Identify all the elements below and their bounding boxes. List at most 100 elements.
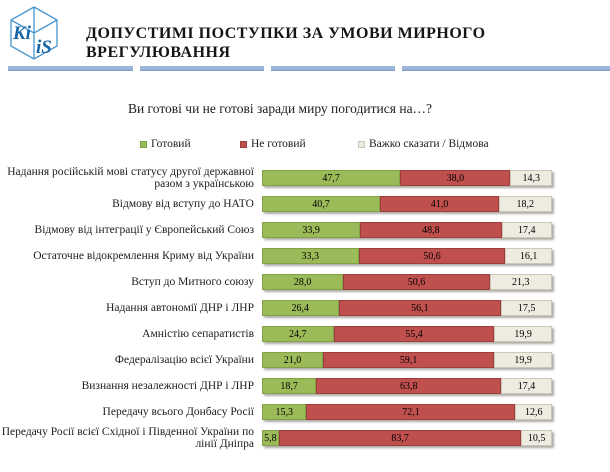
bar-segment: 56,1 [338, 300, 502, 316]
bar-value: 33,3 [301, 250, 320, 262]
chart-row: Відмову від інтеграції у Європейський Со… [0, 217, 610, 243]
bar-segment: 10,5 [521, 430, 552, 446]
bar-value: 83,7 [391, 432, 409, 444]
bar-value: 41,0 [430, 198, 449, 210]
divider-segment [140, 66, 264, 71]
legend-label: Не готовий [251, 138, 306, 150]
bar-value: 59,1 [399, 354, 418, 366]
chart-row: Амністію сепаратистів 24,7 55,4 19,9 [0, 321, 610, 347]
bar-value: 17,4 [518, 224, 536, 236]
bar-value: 50,6 [407, 276, 426, 288]
legend-label: Готовий [151, 138, 191, 150]
category-label: Остаточне відокремлення Криму від Україн… [33, 249, 254, 262]
bar-segment: 55,4 [333, 326, 495, 342]
stacked-bar: 40,7 41,0 18,2 [262, 196, 552, 212]
bar-segment: 21,3 [489, 274, 552, 290]
bar-segment: 17,5 [501, 300, 552, 316]
bar-value: 5,8 [264, 432, 277, 444]
chart-row: Передачу всього Донбасу Росії 15,3 72,1 12,… [0, 399, 610, 425]
bar-segment: 15,3 [262, 404, 307, 420]
bar-segment: 17,4 [501, 222, 553, 238]
bar-value: 21,0 [283, 354, 302, 366]
chart-row: Надання автономії ДНР і ЛНР 26,4 56,1 17,5 [0, 295, 610, 321]
chart-row: Відмову від вступу до НАТО 40,7 41,0 18,2 [0, 191, 610, 217]
bar-segment: 47,7 [262, 170, 401, 186]
bar-segment: 33,9 [262, 222, 361, 238]
page-title: ДОПУСТИМІ ПОСТУПКИ ЗА УМОВИ МИРНОГО ВРЕГ… [86, 25, 486, 61]
legend-item-not-ready: Не готовий [240, 138, 306, 150]
bar-value: 21,3 [512, 276, 530, 288]
category-label: Передачу всього Донбасу Росії [102, 405, 254, 418]
bar-value: 18,7 [280, 380, 298, 392]
stacked-bar: 28,0 50,6 21,3 [262, 274, 552, 290]
category-label: Федералізацію всієї України [114, 353, 254, 366]
legend-swatch-hard-to-say [358, 140, 365, 148]
stacked-bar: 15,3 72,1 12,6 [262, 404, 552, 420]
stacked-bar: 21,0 59,1 19,9 [262, 352, 552, 368]
logo-letters-left: Ki [12, 23, 32, 44]
legend-swatch-ready [140, 140, 147, 148]
bar-value: 47,7 [322, 172, 340, 184]
bar-segment: 26,4 [262, 300, 339, 316]
bar-value: 16,1 [519, 250, 538, 262]
bar-value: 48,8 [422, 224, 440, 236]
bar-segment: 18,2 [498, 196, 552, 212]
chart-legend: Готовий Не готовий Важко сказати / Відмо… [0, 138, 610, 154]
divider-segment [271, 66, 395, 71]
logo-letters-right: iS [36, 37, 52, 58]
bar-segment: 33,3 [262, 248, 359, 264]
legend-item-hard-to-say: Важко сказати / Відмова [358, 138, 489, 150]
stacked-bar: 47,7 38,0 14,3 [262, 170, 552, 186]
bar-segment: 14,3 [510, 170, 552, 186]
stacked-bar: 5,8 83,7 10,5 [262, 430, 552, 446]
bar-value: 12,6 [524, 406, 543, 418]
bar-value: 14,3 [522, 172, 540, 184]
bar-segment: 40,7 [262, 196, 380, 212]
legend-item-ready: Готовий [140, 138, 191, 150]
divider-segment [402, 66, 610, 71]
bar-value: 17,4 [517, 380, 536, 392]
bar-value: 15,3 [275, 406, 293, 418]
legend-label: Важко сказати / Відмова [369, 138, 489, 150]
bar-segment: 28,0 [262, 274, 344, 290]
bar-segment: 21,0 [262, 352, 323, 368]
chart-row: Надання російській мові статусу другої д… [0, 165, 610, 191]
chart-row: Визнання незалежності ДНР і ЛНР 18,7 63,8 1… [0, 373, 610, 399]
category-label: Передачу Росії всієї Східної і Південної… [1, 425, 254, 451]
bar-value: 18,2 [516, 198, 535, 210]
bar-value: 24,7 [289, 328, 307, 340]
chart-row: Передачу Росії всієї Східної і Південної… [0, 425, 610, 451]
bar-value: 19,9 [514, 354, 532, 366]
bar-value: 26,4 [291, 302, 310, 314]
stacked-bar: 18,7 63,8 17,4 [262, 378, 552, 394]
category-label: Вступ до Митного союзу [131, 275, 254, 288]
bar-segment: 16,1 [505, 248, 552, 264]
bar-value: 56,1 [411, 302, 429, 314]
bar-value: 40,7 [312, 198, 330, 210]
bar-segment: 48,8 [360, 222, 502, 238]
bar-segment: 72,1 [306, 404, 516, 420]
bar-value: 19,9 [514, 328, 532, 340]
bar-value: 72,1 [402, 406, 420, 418]
chart-row: Федералізацію всієї України 21,0 59,1 19,9 [0, 347, 610, 373]
stacked-bar: 24,7 55,4 19,9 [262, 326, 552, 342]
category-label: Визнання незалежності ДНР і ЛНР [81, 379, 254, 392]
bar-segment: 83,7 [278, 430, 522, 446]
bar-value: 33,9 [302, 224, 320, 236]
bar-value: 28,0 [293, 276, 312, 288]
bar-segment: 19,9 [494, 352, 552, 368]
chart-question: Ви готові чи не готові заради миру погод… [127, 101, 433, 116]
bar-segment: 59,1 [322, 352, 495, 368]
bar-value: 55,4 [405, 328, 423, 340]
bar-segment: 50,6 [343, 274, 490, 290]
bar-segment: 17,4 [501, 378, 552, 394]
bar-value: 10,5 [527, 432, 546, 444]
stacked-bar-chart: Надання російській мові статусу другої д… [0, 165, 610, 451]
category-label: Амністію сепаратистів [142, 327, 254, 340]
chart-row: Вступ до Митного союзу 28,0 50,6 21,3 [0, 269, 610, 295]
legend-swatch-not-ready [240, 140, 247, 148]
stacked-bar: 26,4 56,1 17,5 [262, 300, 552, 316]
bar-segment: 12,6 [515, 404, 552, 420]
bar-value: 63,8 [399, 380, 418, 392]
bar-segment: 19,9 [494, 326, 552, 342]
